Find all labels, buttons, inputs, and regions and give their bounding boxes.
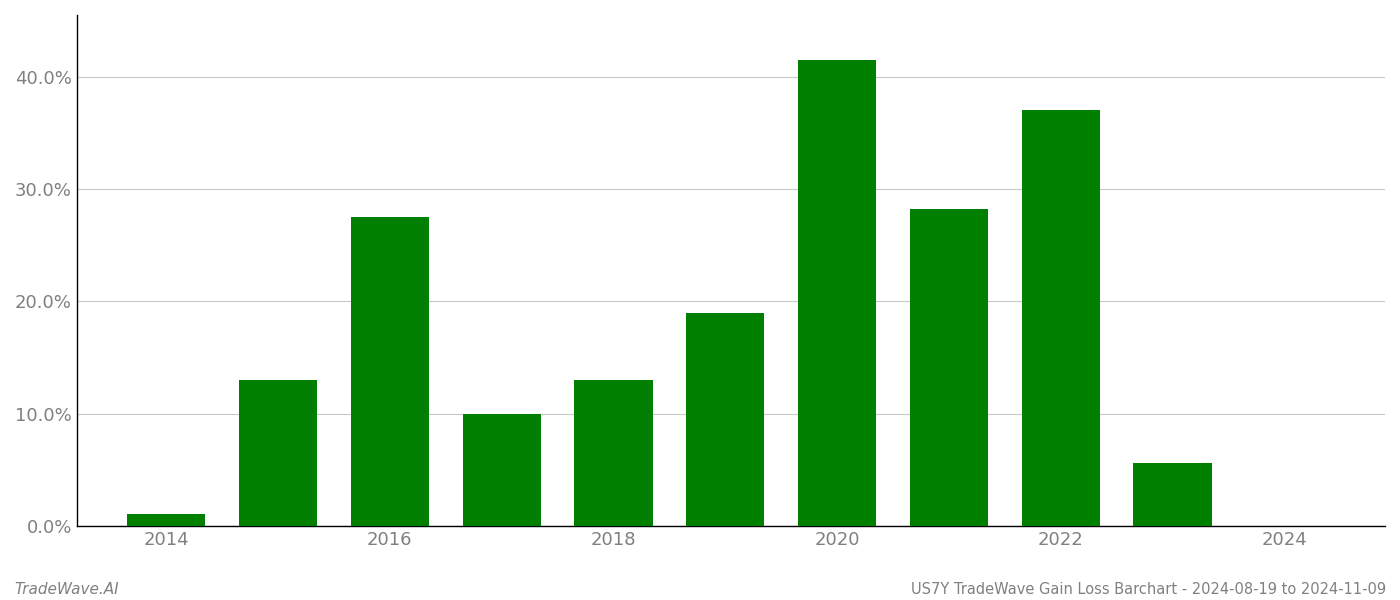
Bar [686,313,764,526]
Bar [462,414,540,526]
Bar [350,217,428,526]
Bar [1022,110,1100,526]
Bar [798,60,876,526]
Text: TradeWave.AI: TradeWave.AI [14,582,119,597]
Bar [910,209,988,526]
Bar [239,380,318,526]
Bar [127,514,206,526]
Bar [1134,463,1211,526]
Text: US7Y TradeWave Gain Loss Barchart - 2024-08-19 to 2024-11-09: US7Y TradeWave Gain Loss Barchart - 2024… [911,582,1386,597]
Bar [574,380,652,526]
